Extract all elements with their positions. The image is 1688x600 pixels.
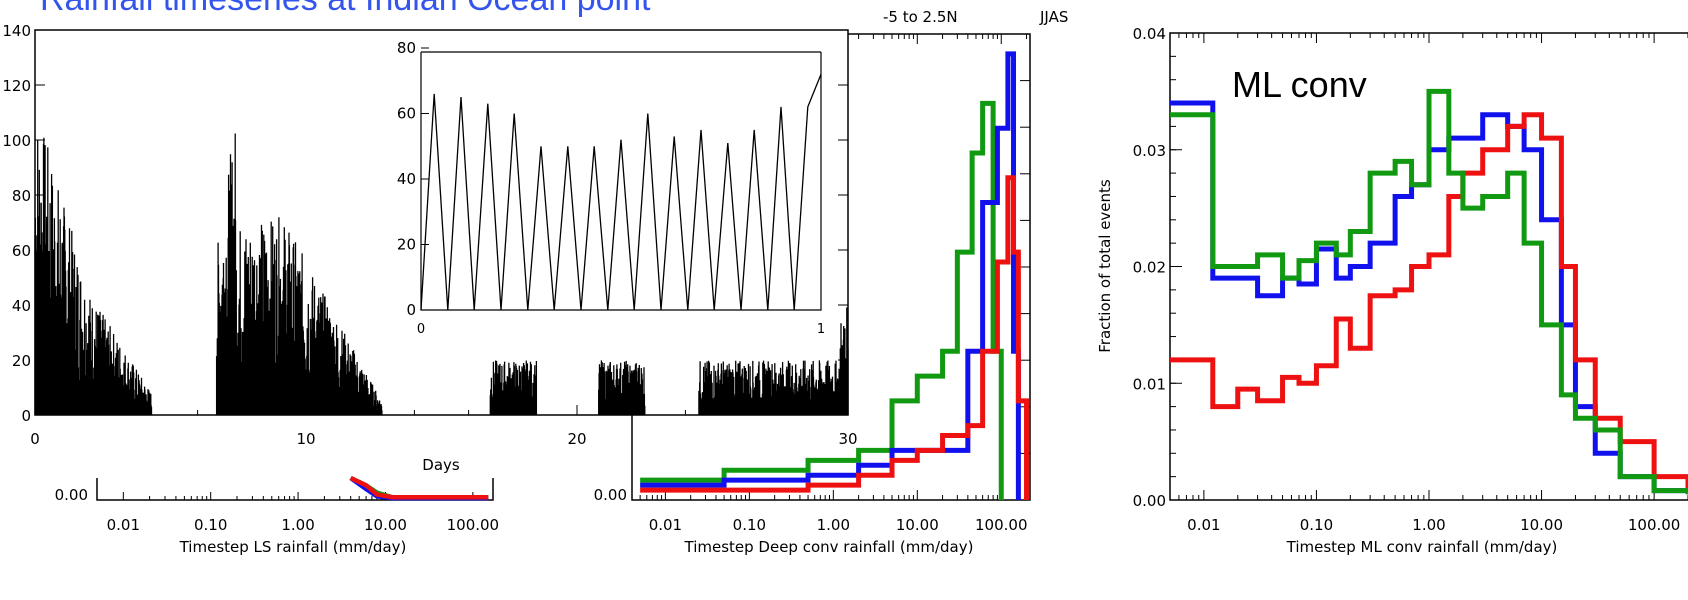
rainfall-spikes	[34, 137, 90, 415]
y-axis-label: Fraction of total events	[1096, 179, 1114, 353]
x-tick-label: 10	[296, 430, 315, 448]
rainfall-spikes	[839, 307, 849, 415]
x-tick-label: 1.00	[817, 516, 850, 534]
x-tick-label: 0.10	[194, 516, 227, 534]
y-tick-label: 0.04	[1133, 25, 1166, 43]
x-tick-label: 0	[417, 322, 425, 337]
y-tick-label: 0.01	[1133, 375, 1166, 393]
x-axis-label: Timestep LS rainfall (mm/day)	[179, 538, 407, 556]
x-tick-label: 100.00	[975, 516, 1028, 534]
x-tick-label: 10.00	[364, 516, 407, 534]
y-tick-label: 0	[406, 301, 416, 319]
x-axis-label: Timestep ML conv rainfall (mm/day)	[1286, 538, 1558, 556]
region-label: -5 to 2.5N	[883, 8, 958, 26]
y-tick-label: 20	[12, 352, 31, 370]
inset-background	[389, 40, 833, 350]
rainfall-spikes	[598, 360, 646, 415]
ml-conv-annotation: ML conv	[1232, 64, 1367, 105]
y-tick-label: 80	[12, 187, 31, 205]
rainfall-spikes	[698, 360, 841, 415]
x-tick-label: 20	[567, 430, 586, 448]
rainfall-spikes	[278, 227, 383, 415]
x-tick-label: 0.01	[1187, 516, 1220, 534]
green-series-line	[1170, 88, 1688, 495]
inset-series-line	[420, 73, 822, 311]
rainfall-spikes	[88, 299, 153, 415]
x-tick-label: 100.00	[1628, 516, 1681, 534]
y-tick-label: 0.00	[1133, 492, 1166, 510]
ls-hist-chart: 0.01 0.10 1.00 10.00 100.00 0.00 Timestep LS r…	[55, 475, 500, 556]
x-axis-label: Days	[422, 456, 460, 474]
ml-conv-hist-chart: 0.00 0.01 0.02 0.03 0.04 0.01 0.10 1.00 10.00 100…	[1096, 25, 1688, 556]
x-tick-label: 30	[838, 430, 857, 448]
x-tick-label: 10.00	[896, 516, 939, 534]
y-tick-label: 60	[397, 105, 416, 123]
y-tick-label: 120	[2, 77, 31, 95]
inset-frame	[420, 52, 822, 311]
y-tick-label: 0.03	[1133, 142, 1166, 160]
y-tick-label: 80	[397, 39, 416, 57]
x-tick-label: 100.00	[447, 516, 500, 534]
y-tick-label: 20	[397, 236, 416, 254]
x-tick-label: 1.00	[1412, 516, 1445, 534]
y-tick-label: 60	[12, 242, 31, 260]
deep-conv-hist-chart: 0.01 0.10 1.00 10.00 100.00 0.00 Timestep Deep…	[594, 33, 1031, 556]
y-tick-label: 0.00	[594, 486, 627, 504]
y-tick-label: 140	[2, 22, 31, 40]
y-tick-label: 0.02	[1133, 259, 1166, 277]
x-tick-label: 10.00	[1520, 516, 1563, 534]
blue-series-line	[640, 51, 1021, 500]
x-tick-label: 0.10	[1300, 516, 1333, 534]
season-label: JJAS	[1039, 8, 1068, 26]
x-tick-label: 0.10	[733, 516, 766, 534]
rainfall-spikes	[234, 217, 280, 415]
x-axis-label: Timestep Deep conv rainfall (mm/day)	[684, 538, 974, 556]
x-tick-label: 0.01	[107, 516, 140, 534]
x-tick-label: 0	[30, 430, 40, 448]
x-tick-label: 1.00	[281, 516, 314, 534]
rainfall-spikes	[489, 360, 538, 415]
x-tick-label: 1	[817, 322, 825, 337]
rainfall-spikes	[215, 133, 237, 415]
red-series-line	[1170, 112, 1688, 495]
y-tick-label: 100	[2, 132, 31, 150]
y-tick-label: 40	[12, 297, 31, 315]
red-series-line	[640, 175, 1030, 500]
inset-chart: 0 20 40 60 80 0 1	[389, 39, 833, 350]
axis-frame	[96, 478, 494, 501]
y-tick-label: 0.00	[55, 486, 88, 504]
red-series-line	[349, 475, 489, 500]
y-tick-label: 40	[397, 170, 416, 188]
green-series-line	[640, 100, 1004, 500]
y-tick-label: 0	[21, 407, 31, 425]
slide-title: Rainfall timeseries at Indian Ocean poin…	[40, 0, 651, 18]
x-tick-label: 0.01	[649, 516, 682, 534]
